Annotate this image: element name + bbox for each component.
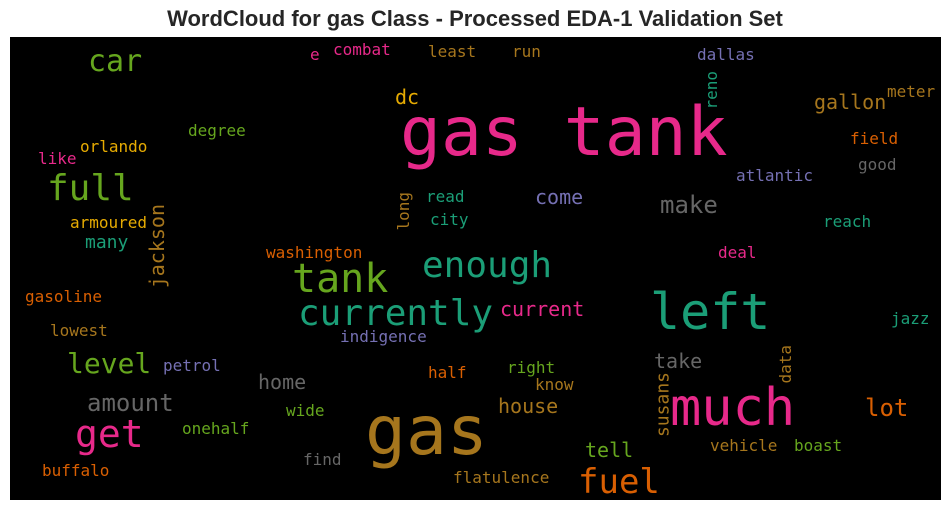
word-dc: dc (395, 85, 419, 109)
word-good: good (858, 155, 897, 174)
word-gasoline: gasoline (25, 287, 102, 306)
word-get: get (75, 412, 144, 456)
word-run: run (512, 42, 541, 61)
word-washington: washington (266, 243, 362, 262)
word-come: come (535, 185, 583, 209)
word-jackson: jackson (145, 204, 169, 288)
word-know: know (535, 375, 574, 394)
word-indigence: indigence (340, 327, 427, 346)
word-susans: susans (652, 372, 673, 437)
word-take: take (654, 349, 702, 373)
word-vehicle: vehicle (710, 436, 777, 455)
word-boast: boast (794, 436, 842, 455)
word-gas: gas (365, 392, 488, 471)
word-fuel: fuel (578, 462, 660, 500)
chart-title: WordCloud for gas Class - Processed EDA-… (0, 6, 950, 32)
word-armoured: armoured (70, 213, 147, 232)
word-lowest: lowest (50, 321, 108, 340)
word-jazz: jazz (891, 309, 930, 328)
word-amount: amount (87, 389, 174, 417)
word-car: car (88, 44, 142, 79)
word-current: current (500, 297, 584, 321)
word-meter: meter (887, 82, 936, 101)
word-much: much (670, 378, 795, 438)
word-lot: lot (865, 394, 908, 422)
word-flatulence: flatulence (453, 468, 549, 487)
word-atlantic: atlantic (736, 166, 813, 185)
word-enough: enough (422, 245, 552, 286)
word-petrol: petrol (163, 356, 221, 375)
wordcloud-canvas: gas tank gas much left tank currently enough fu… (10, 37, 941, 500)
word-degree: degree (188, 121, 246, 140)
word-read: read (426, 187, 465, 206)
word-left: left (650, 283, 770, 341)
word-gas-tank: gas tank (400, 93, 728, 172)
word-make: make (660, 191, 718, 219)
word-combat: combat (333, 40, 391, 59)
word-city: city (430, 210, 469, 229)
word-house: house (498, 394, 558, 418)
word-home: home (258, 370, 306, 394)
word-e: e (310, 45, 320, 64)
word-reno: reno (702, 71, 721, 110)
word-gallon: gallon (814, 90, 886, 114)
word-half: half (428, 363, 467, 382)
word-field: field (850, 129, 898, 148)
word-reach: reach (823, 212, 871, 231)
word-orlando: orlando (80, 137, 147, 156)
word-dallas: dallas (697, 45, 755, 64)
word-data: data (776, 345, 795, 384)
word-wide: wide (286, 401, 325, 420)
word-full: full (47, 168, 134, 209)
word-least: least (428, 42, 476, 61)
word-find: find (303, 450, 342, 469)
word-long: long (394, 192, 413, 231)
word-level: level (67, 347, 151, 380)
word-deal: deal (718, 243, 757, 262)
word-onehalf: onehalf (182, 419, 249, 438)
word-buffalo: buffalo (42, 461, 109, 480)
word-many: many (85, 232, 129, 253)
word-like: like (38, 149, 77, 168)
word-tell: tell (585, 438, 633, 462)
